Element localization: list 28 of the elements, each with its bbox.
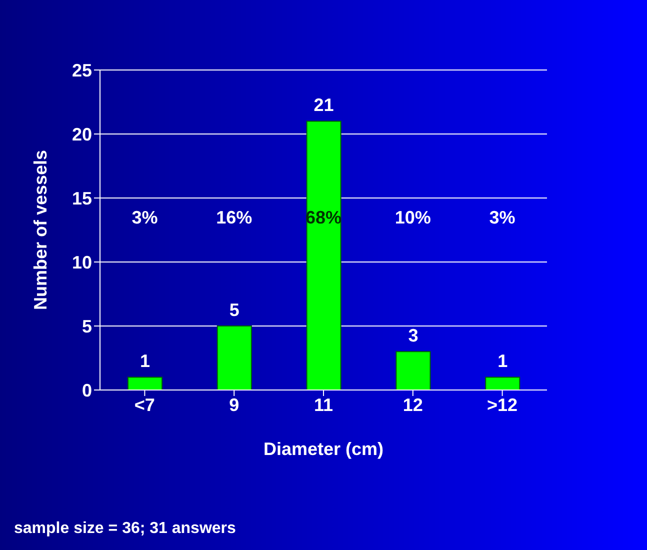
- bar: [128, 376, 162, 390]
- y-tick-label: 0: [82, 380, 92, 400]
- bar: [216, 326, 252, 390]
- annotation: 16%: [216, 208, 252, 228]
- y-tick-label: 25: [72, 60, 92, 80]
- y-tick-label: 5: [82, 316, 92, 336]
- data-label: 1: [140, 351, 150, 372]
- annotation: 3%: [489, 208, 516, 228]
- annotation: 10%: [394, 208, 431, 228]
- x-tick-label: >12: [487, 394, 518, 415]
- bar: [306, 120, 342, 390]
- data-label: 3: [408, 326, 418, 346]
- annotation: 3%: [132, 208, 158, 228]
- y-tick-label: 15: [72, 188, 92, 208]
- bar: [485, 376, 520, 390]
- x-tick-label: 9: [229, 394, 240, 415]
- y-tick-label: 20: [72, 124, 92, 144]
- x-tick-label: 12: [402, 394, 423, 415]
- data-label: 21: [314, 95, 334, 116]
- data-label: 5: [229, 300, 240, 320]
- x-tick-label: 11: [314, 394, 334, 415]
- x-tick-label: <7: [134, 394, 155, 415]
- y-tick-label: 10: [72, 252, 92, 272]
- data-label: 1: [498, 351, 508, 372]
- x-axis-title: Diameter (cm): [263, 439, 384, 459]
- y-axis-title: Number of vessels: [30, 150, 50, 310]
- text: sample size = 36; 31 answers: [14, 520, 236, 538]
- bar: [396, 351, 431, 390]
